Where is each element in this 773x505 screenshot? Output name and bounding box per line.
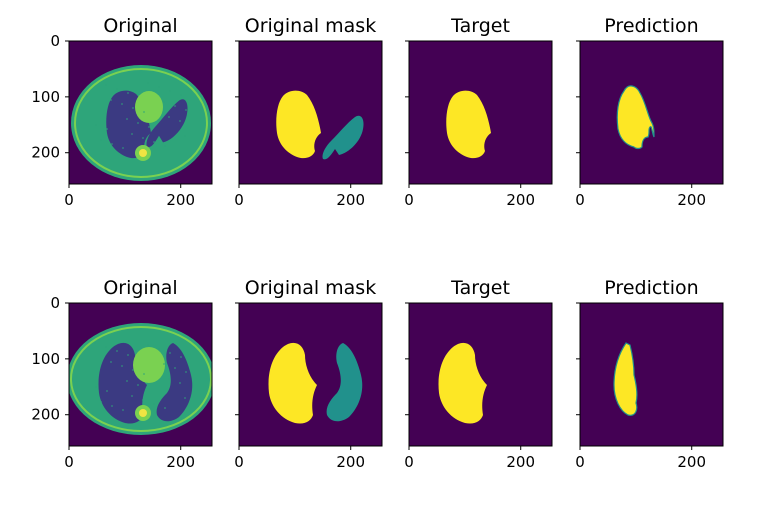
axes-frame	[579, 40, 724, 185]
panel-r1-c3: Target 0 200	[404, 15, 553, 209]
x-tick-label: 0	[404, 191, 414, 209]
panel-title: Original mask	[245, 277, 376, 299]
y-tick-label: 0	[50, 32, 60, 50]
x-tick-label: 0	[404, 453, 414, 471]
image-pred-1	[580, 41, 723, 184]
panel-r1-c2: Original mask 0 200	[234, 15, 383, 209]
image-ct-slice-1	[69, 41, 212, 184]
x-tick-label: 200	[677, 453, 706, 471]
panel-r1-c4: Prediction 0 200	[575, 15, 724, 209]
image-ct-slice-2	[69, 303, 212, 446]
panel-title: Original mask	[245, 15, 376, 37]
panel-title: Original	[103, 277, 177, 299]
x-tick-label: 0	[234, 453, 244, 471]
x-tick-label: 200	[677, 191, 706, 209]
image-mask-left-1	[409, 41, 552, 184]
panel-r2-c4: Prediction 0 200	[575, 277, 724, 471]
axes-frame	[238, 302, 383, 447]
panel-r2-c2: Original mask 0 200	[234, 277, 383, 471]
x-tick-label: 200	[506, 453, 535, 471]
axes-frame	[408, 302, 553, 447]
y-tick-label: 200	[31, 144, 60, 162]
panel-r2-c3: Target 0 200	[404, 277, 553, 471]
axes-frame	[238, 40, 383, 185]
panel-r2-c1: Original 0 200 0 100 200	[31, 277, 213, 471]
y-tick-label: 100	[31, 350, 60, 368]
panel-title: Original	[103, 15, 177, 37]
panel-title: Prediction	[604, 277, 698, 299]
axes-frame	[68, 40, 213, 185]
x-tick-label: 0	[234, 191, 244, 209]
x-tick-label: 0	[64, 191, 74, 209]
axes-frame	[579, 302, 724, 447]
x-tick-label: 0	[575, 453, 585, 471]
image-mask-both-1	[239, 41, 382, 184]
y-tick-label: 100	[31, 88, 60, 106]
image-mask-left-2	[409, 303, 552, 446]
x-tick-label: 200	[336, 191, 365, 209]
x-tick-label: 200	[166, 453, 195, 471]
x-tick-label: 0	[64, 453, 74, 471]
x-tick-label: 200	[336, 453, 365, 471]
axes-frame	[408, 40, 553, 185]
y-tick-label: 200	[31, 406, 60, 424]
x-tick-label: 200	[166, 191, 195, 209]
y-tick-label: 0	[50, 294, 60, 312]
image-pred-2	[580, 303, 723, 446]
panel-title: Target	[450, 15, 510, 37]
x-tick-label: 200	[506, 191, 535, 209]
panel-title: Prediction	[604, 15, 698, 37]
x-tick-label: 0	[575, 191, 585, 209]
image-mask-both-2	[239, 303, 382, 446]
panel-r1-c1: Original 0 200 0 100 200	[31, 15, 213, 209]
panel-title: Target	[450, 277, 510, 299]
axes-frame	[68, 302, 213, 447]
